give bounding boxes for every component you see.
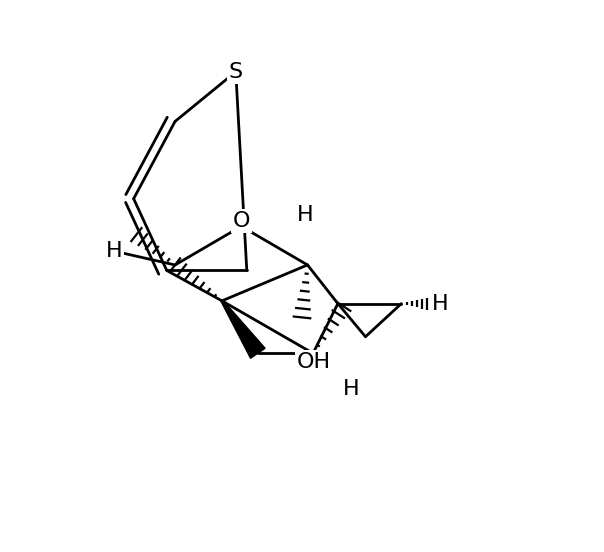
Text: H: H <box>297 205 313 225</box>
Text: H: H <box>106 241 123 261</box>
Text: O: O <box>233 211 250 231</box>
Text: OH: OH <box>297 352 330 371</box>
Polygon shape <box>221 300 265 358</box>
Text: H: H <box>432 294 448 314</box>
Text: H: H <box>343 379 360 399</box>
Text: S: S <box>229 62 243 82</box>
